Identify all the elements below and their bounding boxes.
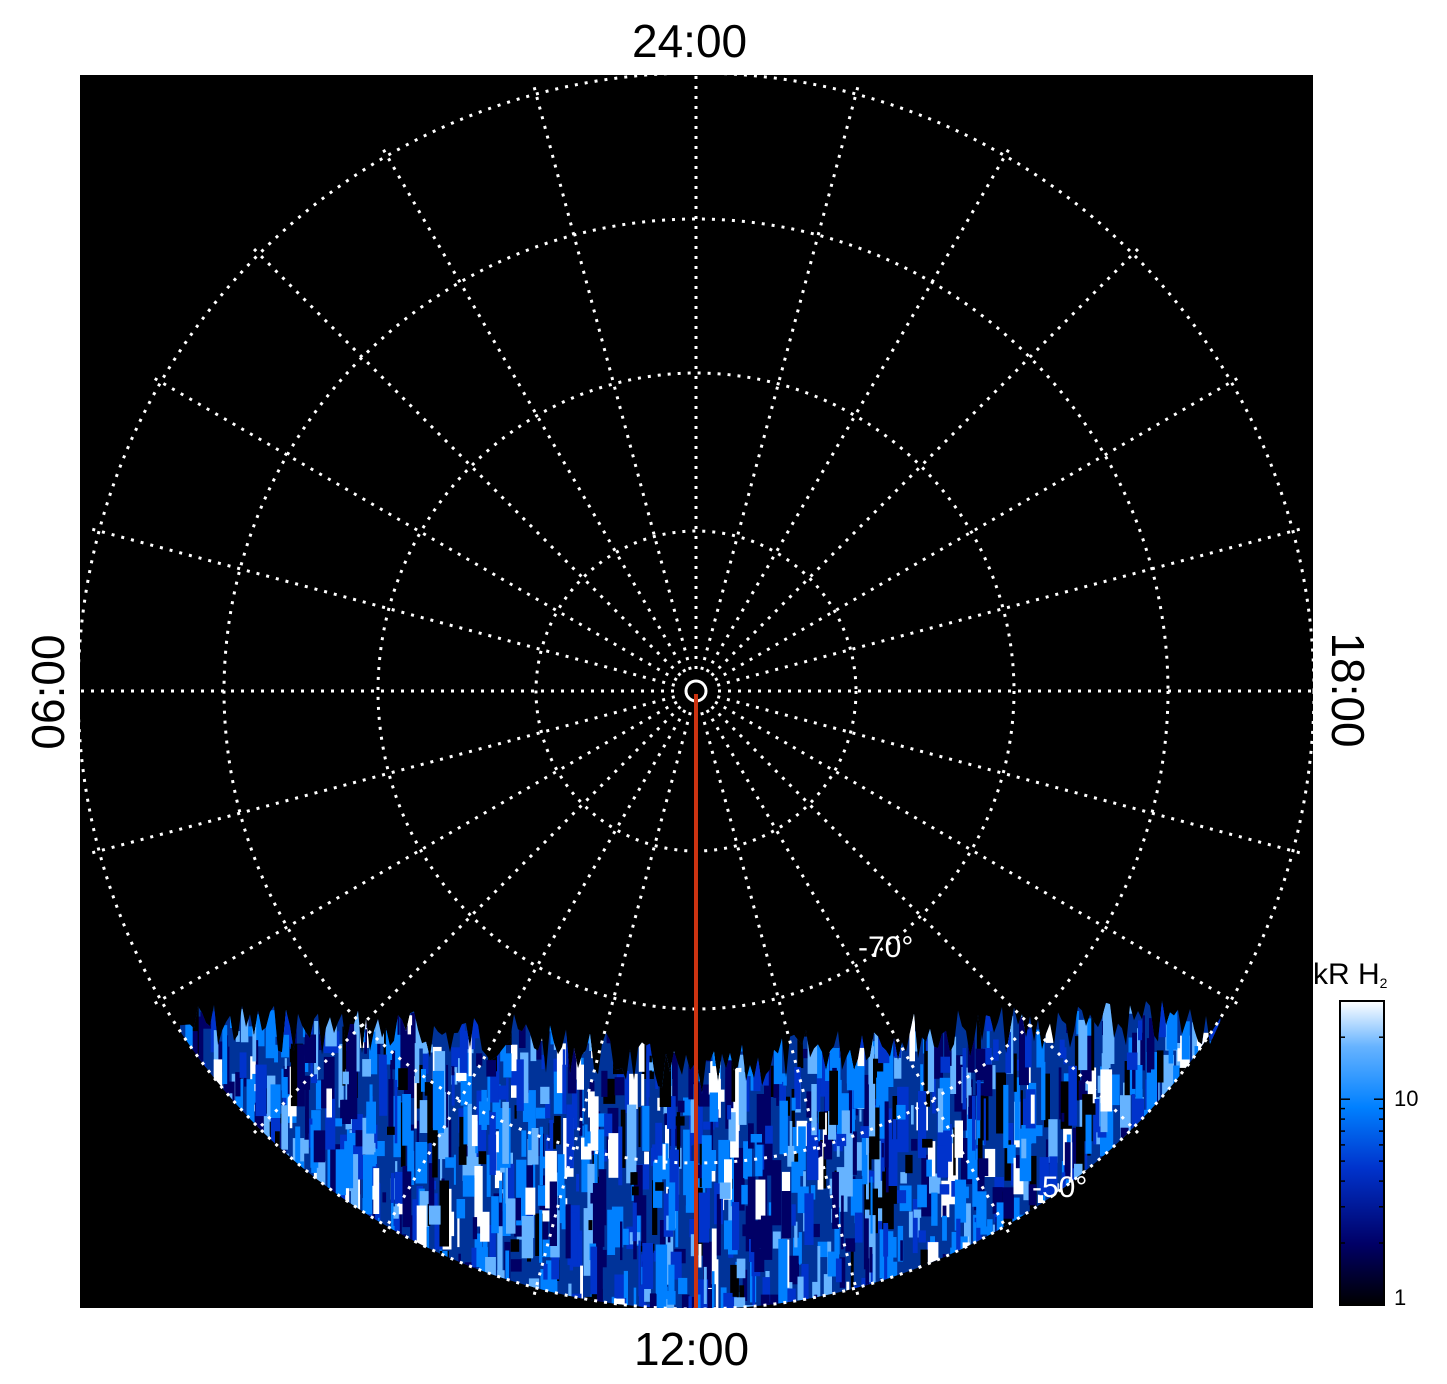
latitude-label-outer: -50° <box>1032 1171 1087 1204</box>
local-time-label-dusk: 18:00 <box>1322 632 1374 748</box>
local-time-meridian <box>87 695 676 856</box>
local-time-meridian <box>710 705 1143 1138</box>
local-time-meridian <box>700 711 861 1300</box>
local-time-label-noon: 12:00 <box>634 1323 750 1375</box>
colorbar-gradient <box>1339 1000 1385 1306</box>
local-time-meridian <box>249 705 682 1138</box>
local-time-meridian <box>149 700 678 1008</box>
local-time-meridian <box>87 526 676 687</box>
colorbar-title: kR H2 <box>1313 958 1388 991</box>
local-time-meridian <box>531 82 692 671</box>
local-time-meridian <box>714 700 1243 1008</box>
local-time-meridian <box>716 526 1305 687</box>
local-time-meridian <box>531 711 692 1300</box>
local-time-meridian <box>716 695 1305 856</box>
local-time-meridian <box>379 144 687 673</box>
local-time-label-midnight: 24:00 <box>632 15 748 67</box>
local-time-meridian <box>705 709 1013 1238</box>
colorbar-tick-label-1: 1 <box>1394 1285 1407 1310</box>
local-time-meridian <box>714 374 1243 682</box>
local-time-meridian <box>249 244 682 677</box>
local-time-meridian <box>705 144 1013 673</box>
latitude-circle <box>376 371 1016 1011</box>
local-time-meridian <box>149 374 678 682</box>
local-time-meridian <box>700 82 861 671</box>
latitude-label-inner: -70° <box>858 931 913 964</box>
local-time-meridian <box>379 709 687 1238</box>
colorbar-tick-label-10: 10 <box>1394 1086 1419 1111</box>
colorbar <box>1339 1000 1385 1306</box>
local-time-label-dawn: 06:00 <box>22 634 74 750</box>
local-time-meridian <box>710 244 1143 677</box>
